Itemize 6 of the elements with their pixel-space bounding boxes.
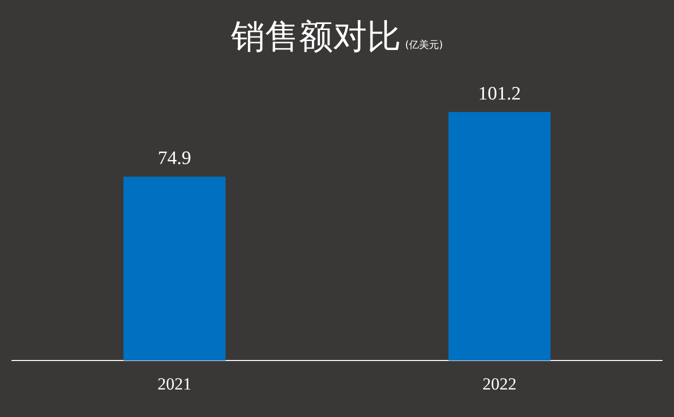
data-label: 101.2 xyxy=(478,83,521,104)
x-tick-label: 2022 xyxy=(482,374,516,394)
data-label: 74.9 xyxy=(158,148,192,170)
chart-title: 销售额对比 xyxy=(231,17,402,57)
x-tick-label: 2021 xyxy=(158,374,192,394)
chart-subtitle: (亿美元) xyxy=(405,40,443,51)
